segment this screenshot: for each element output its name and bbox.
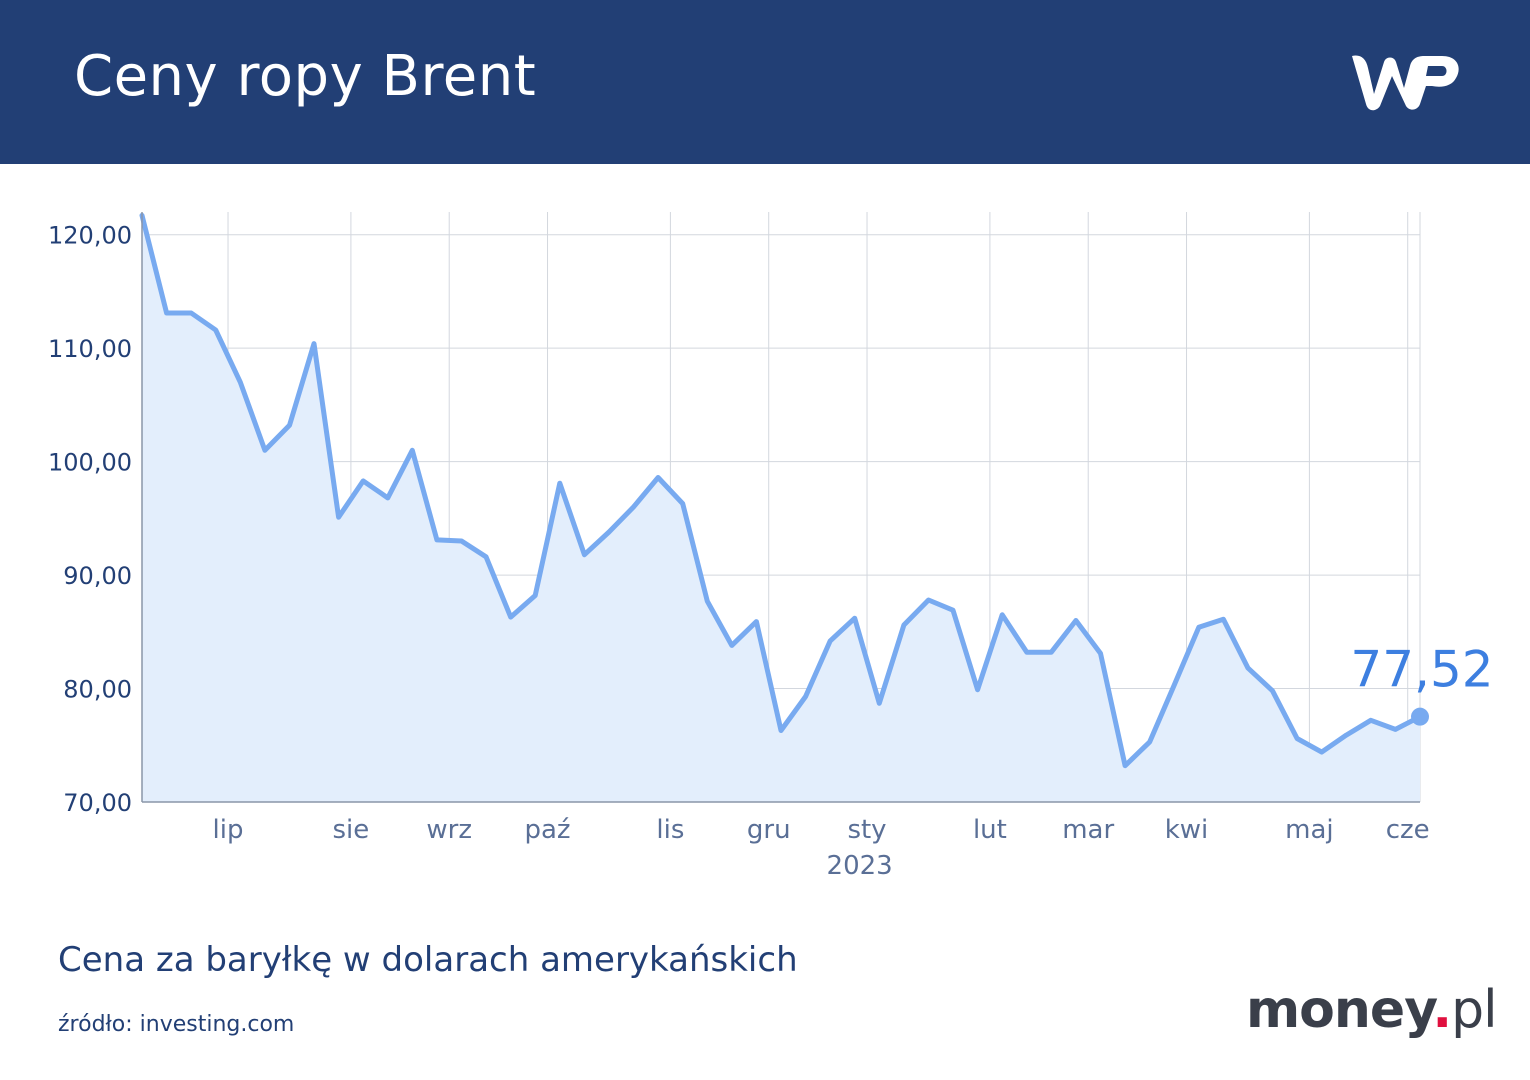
page-title: Ceny ropy Brent [74,44,537,109]
series-line [139,212,1423,769]
chart-axes [141,212,1420,803]
last-point-marker [1411,707,1429,726]
chart-subtitle: Cena za baryłkę w dolarach amerykańskich [58,940,798,980]
x-tick-label: mar [1062,815,1114,845]
x-tick-label: lut [973,815,1007,845]
y-tick-label: 90,00 [63,562,132,590]
wp-logo-icon [1352,55,1459,111]
y-tick-label: 70,00 [63,789,132,817]
y-tick-label: 120,00 [48,222,132,250]
y-tick-label: 100,00 [48,449,132,477]
y-tick-label: 110,00 [48,335,132,363]
x-tick-label: gru [747,815,791,845]
brand-tld: pl [1451,980,1497,1040]
money-pl-logo: money.pl [1246,980,1498,1040]
year-label: 2023 [827,851,893,881]
brent-price-chart: 70,00 80,00 90,00 100,00 110,00 120,00 lip sie w… [48,212,1494,881]
x-tick-label: wrz [426,815,472,845]
x-tick-label: cze [1386,815,1430,845]
x-tick-label: lip [213,815,244,845]
chart-area [139,212,1423,802]
x-tick-label: maj [1285,815,1333,845]
x-tick-label: lis [656,815,684,845]
y-tick-label: 80,00 [63,676,132,704]
x-tick-label: sty [847,815,886,845]
brand-main: money [1246,980,1433,1040]
source-note: źródło: investing.com [58,1012,295,1037]
series-area [142,215,1420,802]
header-bar: Ceny ropy Brent [0,0,1530,164]
x-tick-label: paź [524,815,570,845]
x-tick-label: sie [333,815,370,845]
brand-dot: . [1432,980,1452,1040]
last-value-label: 77,52 [1350,641,1493,699]
chart-labels: 70,00 80,00 90,00 100,00 110,00 120,00 lip sie w… [48,222,1494,881]
x-tick-label: kwi [1165,815,1209,845]
